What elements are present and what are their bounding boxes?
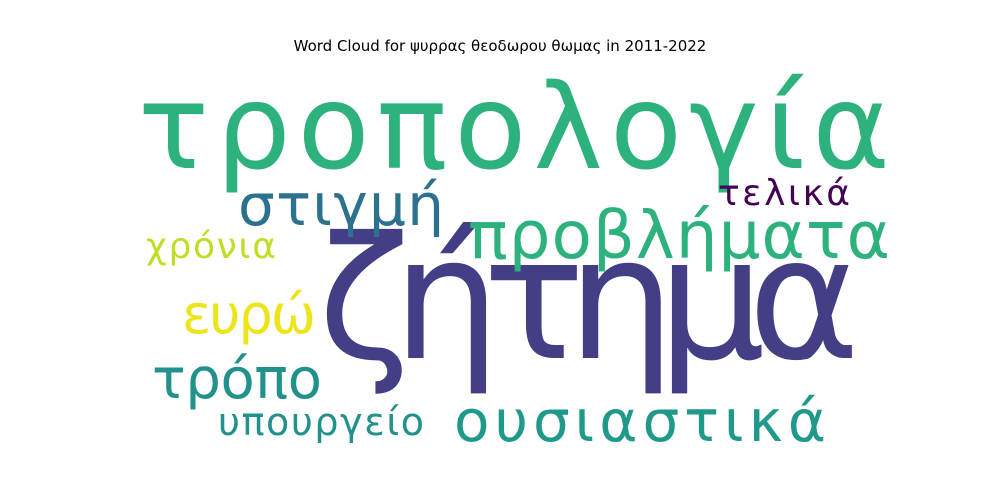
word-9: υπουργείο — [218, 400, 424, 444]
word-2: προβλήματα — [468, 197, 890, 274]
word-6: ευρώ — [182, 283, 316, 346]
word-0: τροπολογία — [138, 58, 890, 196]
word-7: τρόπο — [152, 347, 322, 412]
word-1: ζήτημα — [318, 201, 860, 399]
word-4: τελικά — [718, 173, 850, 214]
word-5: χρόνια — [146, 226, 276, 267]
chart-title: Word Cloud for ψυρρας θεοδωρου θωμας in … — [293, 37, 707, 55]
word-3: στιγμή — [238, 171, 444, 239]
